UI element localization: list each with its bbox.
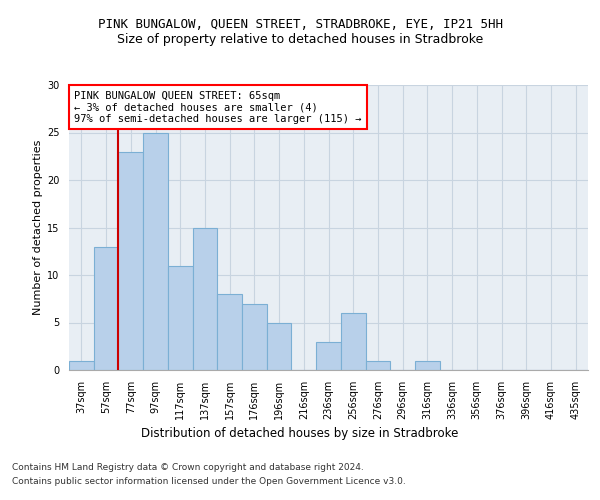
Bar	[316, 342, 341, 370]
Bar	[143, 132, 168, 370]
Bar	[118, 152, 143, 370]
Bar	[94, 246, 118, 370]
Bar	[341, 313, 365, 370]
Text: Contains public sector information licensed under the Open Government Licence v3: Contains public sector information licen…	[12, 478, 406, 486]
Bar	[217, 294, 242, 370]
Bar	[242, 304, 267, 370]
Bar	[193, 228, 217, 370]
Y-axis label: Number of detached properties: Number of detached properties	[32, 140, 43, 315]
Bar	[168, 266, 193, 370]
Bar	[415, 360, 440, 370]
Text: Size of property relative to detached houses in Stradbroke: Size of property relative to detached ho…	[117, 32, 483, 46]
Text: Distribution of detached houses by size in Stradbroke: Distribution of detached houses by size …	[142, 428, 458, 440]
Text: Contains HM Land Registry data © Crown copyright and database right 2024.: Contains HM Land Registry data © Crown c…	[12, 462, 364, 471]
Text: PINK BUNGALOW, QUEEN STREET, STRADBROKE, EYE, IP21 5HH: PINK BUNGALOW, QUEEN STREET, STRADBROKE,…	[97, 18, 503, 30]
Bar	[267, 322, 292, 370]
Bar	[69, 360, 94, 370]
Text: PINK BUNGALOW QUEEN STREET: 65sqm
← 3% of detached houses are smaller (4)
97% of: PINK BUNGALOW QUEEN STREET: 65sqm ← 3% o…	[74, 90, 362, 124]
Bar	[365, 360, 390, 370]
